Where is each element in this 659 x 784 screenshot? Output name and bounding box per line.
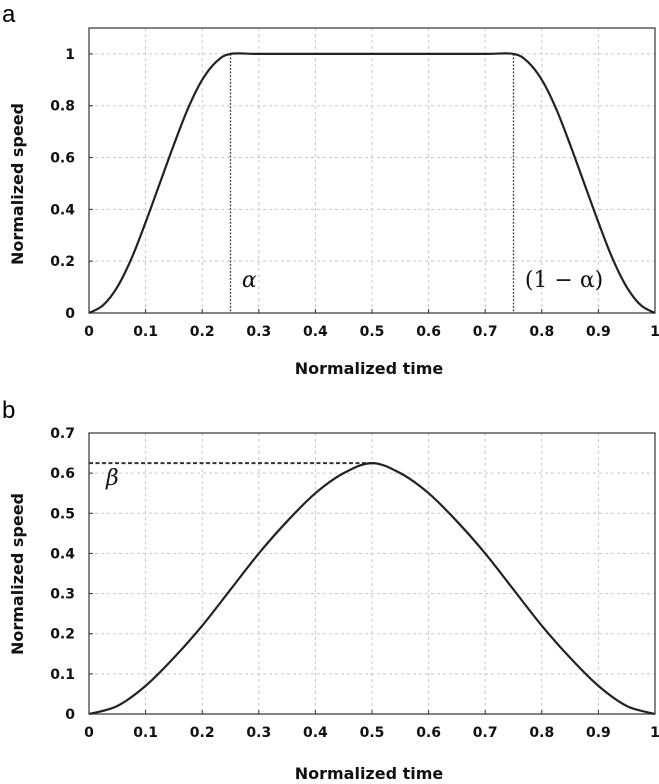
- panel-b-y-tick-label: 0.6: [50, 466, 75, 482]
- panel-b-y-tick-label: 0.2: [50, 627, 75, 643]
- panel-b-x-tick-label: 0.7: [473, 725, 498, 741]
- panel-a-y-tick-label: 0: [65, 306, 75, 322]
- panel-b-x-tick-label: 0.9: [586, 725, 611, 741]
- panel-b-y-tick-label: 0: [65, 707, 75, 723]
- panel-b-x-axis-label: Normalized time: [295, 764, 444, 783]
- panel-b-x-tick-label: 0.6: [416, 725, 441, 741]
- panel-b-x-tick-label: 0.4: [303, 725, 328, 741]
- panel-a-y-tick-label: 1: [65, 47, 75, 63]
- panel-a-y-ticks: 0 0.2 0.4 0.6 0.8 1: [50, 47, 93, 322]
- panel-a-letter: a: [2, 1, 16, 28]
- panel-b-x-tick-label: 0.1: [133, 725, 158, 741]
- panel-b-x-tick-label: 1: [650, 725, 659, 741]
- panel-b-x-tick-label: 0.2: [190, 725, 215, 741]
- panel-a-speed-curve: [88, 52, 656, 314]
- panel-a-x-tick-label: 0.4: [303, 324, 328, 340]
- panel-a-x-tick-label: 0.1: [133, 324, 158, 340]
- panel-a-x-tick-label: 0.3: [246, 324, 271, 340]
- panel-a-x-tick-label: 0.5: [360, 324, 385, 340]
- panel-a-x-tick-label: 0.7: [473, 324, 498, 340]
- panel-a-x-tick-label: 0.9: [586, 324, 611, 340]
- panel-a-x-ticks: 0 0.1 0.2 0.3 0.4 0.5 0.6 0.7 0.8 0.9 1: [84, 309, 659, 340]
- panel-b-x-tick-label: 0.3: [246, 725, 271, 741]
- panel-b-y-tick-label: 0.7: [50, 426, 75, 442]
- panel-b-y-tick-label: 0.5: [50, 506, 75, 522]
- panel-b-y-tick-label: 0.3: [50, 587, 75, 603]
- panel-b-y-ticks: 0 0.1 0.2 0.3 0.4 0.5 0.6 0.7: [50, 426, 93, 723]
- panel-b-x-tick-label: 0.5: [360, 725, 385, 741]
- panel-b-grid: [89, 433, 655, 714]
- panel-a-x-tick-label: 0: [84, 324, 94, 340]
- panel-b-speed-curve: [88, 462, 656, 716]
- panel-b-x-tick-label: 0.8: [529, 725, 554, 741]
- panel-b-annotations: β: [105, 466, 119, 491]
- panel-b-y-tick-label: 0.1: [50, 667, 75, 683]
- panel-b-x-tick-label: 0: [84, 725, 94, 741]
- panel-a-y-tick-label: 0.2: [50, 254, 75, 270]
- panel-a-x-tick-label: 0.2: [190, 324, 215, 340]
- panel-a-y-tick-label: 0.4: [50, 202, 75, 218]
- panel-b: b 0 0.1 0.2 0.3 0.4 0.5 0.6 0.7 0.8 0.9 1 00.10.20…: [2, 397, 659, 783]
- panel-b-y-tick-label: 0.4: [50, 546, 75, 562]
- panel-a-y-axis-label: Normalized speed: [8, 103, 27, 265]
- panel-a-x-tick-label: 1: [650, 324, 659, 340]
- panel-a: a 0 0.1 0.2 0.3 0.4 0.5 0.6 0.7 0.8 0.9 1 00.20.40…: [2, 1, 659, 378]
- panel-a-y-tick-label: 0.8: [50, 99, 75, 115]
- panel-a-annotations: α (1 − α): [242, 268, 603, 293]
- panel-a-y-tick-label: 0.6: [50, 151, 75, 167]
- panel-a-x-axis-label: Normalized time: [295, 359, 444, 378]
- panel-b-letter: b: [2, 397, 15, 424]
- panel-a-x-tick-label: 0.6: [416, 324, 441, 340]
- panel-a-x-tick-label: 0.8: [529, 324, 554, 340]
- panel-b-x-ticks: 0 0.1 0.2 0.3 0.4 0.5 0.6 0.7 0.8 0.9 1: [84, 710, 659, 741]
- panel-a-annotation-0: α: [242, 268, 257, 293]
- panel-a-reference-lines: [229, 53, 515, 313]
- panel-b-y-axis-label: Normalized speed: [8, 493, 27, 655]
- panel-a-annotation-1: (1 − α): [525, 268, 603, 293]
- panel-b-annotation-0: β: [105, 466, 119, 491]
